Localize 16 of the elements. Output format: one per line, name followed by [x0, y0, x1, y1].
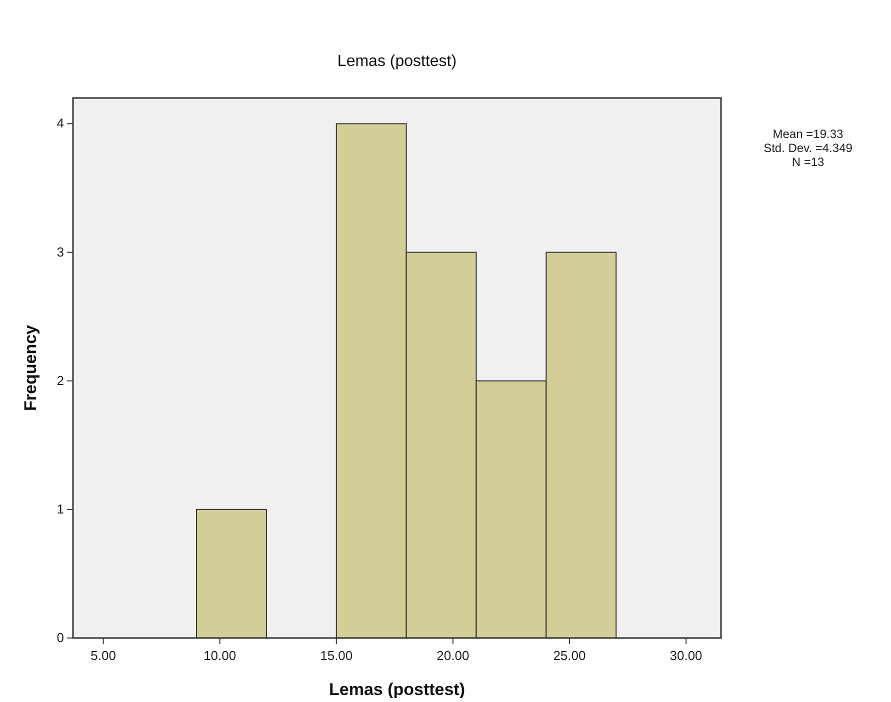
text: Std. Dev. =4.349 — [764, 141, 853, 155]
y-tick-label: 1 — [56, 501, 64, 516]
chart-title: Lemas (posttest) — [337, 53, 457, 70]
x-tick-label: 20.00 — [436, 648, 470, 663]
y-tick-label: 3 — [56, 244, 64, 260]
y-tick-label: 4 — [56, 116, 64, 131]
x-tick-label: 15.00 — [320, 648, 353, 663]
text: Mean =19.33 — [772, 127, 844, 141]
x-tick-label: 25.00 — [553, 648, 586, 663]
y-tick-label: 2 — [56, 372, 64, 388]
y-axis-title: Frequency — [21, 324, 40, 411]
y-tick-label: 0 — [56, 630, 64, 645]
x-tick-label: 30.00 — [670, 648, 702, 663]
text: N =13 — [792, 155, 824, 169]
x-tick-label: 10.00 — [204, 648, 236, 663]
x-tick-label: 5.00 — [90, 648, 116, 663]
